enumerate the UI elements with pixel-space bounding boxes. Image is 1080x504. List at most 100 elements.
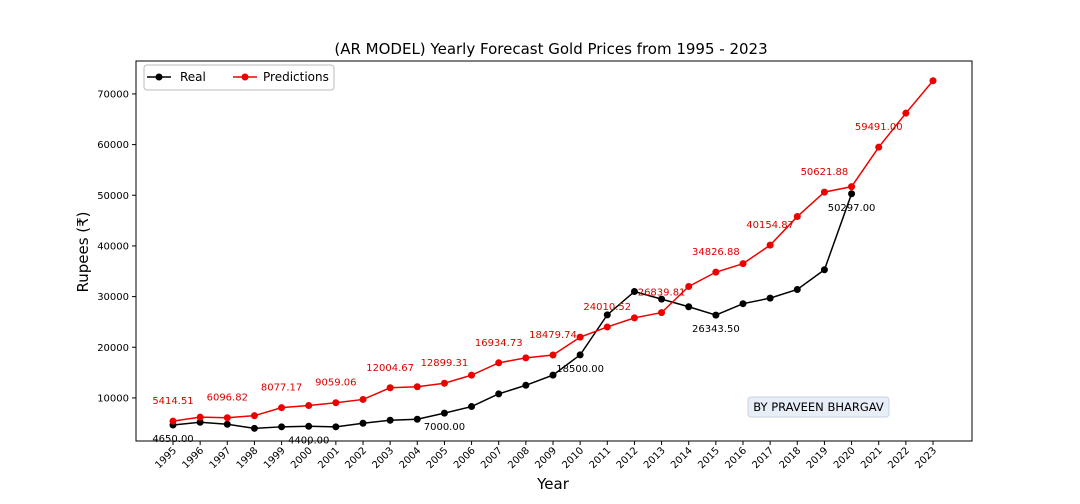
y-axis-ticks: 10000 20000 30000 40000 50000 60000 70000	[97, 89, 136, 404]
real-value-label: 7000.00	[424, 422, 465, 433]
data-point-predictions	[495, 359, 503, 367]
data-point-predictions	[712, 268, 720, 276]
x-tick-label: 2019	[805, 445, 831, 471]
x-axis-ticks: 1995 1996 1997 1998 1999 2000 2001 2002 2003 2004…	[153, 441, 939, 471]
data-point-predictions	[766, 241, 774, 249]
data-point-real	[359, 419, 367, 427]
data-point-real	[712, 311, 720, 319]
series-line-real	[172, 193, 853, 430]
x-tick-label: 2003	[370, 445, 396, 471]
x-tick-label: 2016	[723, 445, 749, 471]
x-tick-label: 2009	[533, 445, 559, 471]
data-point-predictions	[848, 183, 856, 191]
data-point-predictions	[468, 371, 476, 379]
data-point-predictions	[223, 414, 231, 422]
x-tick-label: 1997	[208, 445, 234, 471]
data-point-real	[576, 351, 584, 359]
data-point-real	[766, 294, 774, 302]
data-point-real	[468, 403, 476, 411]
x-tick-label: 2018	[778, 445, 804, 471]
credit-label: BY PRAVEEN BHARGAV	[753, 400, 884, 414]
data-point-real	[223, 420, 231, 428]
legend-predictions-marker	[241, 73, 249, 81]
prediction-value-label: 18479.74	[529, 330, 577, 341]
data-point-predictions	[603, 323, 611, 331]
data-point-real	[413, 415, 421, 423]
data-point-predictions	[386, 384, 394, 392]
prediction-value-label: 6096.82	[207, 393, 248, 404]
x-tick-label: 2017	[750, 445, 776, 471]
data-point-predictions	[250, 412, 258, 420]
x-tick-label: 2002	[343, 445, 369, 471]
x-tick-label: 2021	[859, 445, 885, 471]
prediction-value-label: 5414.51	[152, 396, 193, 407]
x-tick-label: 2004	[398, 445, 424, 471]
data-point-predictions	[332, 399, 340, 407]
y-tick-label: 70000	[97, 89, 129, 100]
x-tick-label: 2000	[289, 445, 315, 471]
series-points	[169, 77, 937, 432]
x-tick-label: 1999	[262, 445, 288, 471]
data-point-real	[658, 295, 666, 303]
data-point-real	[196, 418, 204, 426]
x-tick-label: 2008	[506, 445, 532, 471]
data-point-real	[495, 390, 503, 398]
credit-box: BY PRAVEEN BHARGAV	[747, 396, 890, 418]
real-value-label: 26343.50	[692, 324, 740, 335]
real-value-label: 50297.00	[828, 203, 876, 214]
y-tick-label: 10000	[97, 393, 129, 404]
series-line-predictions	[172, 80, 934, 422]
credit-background	[747, 396, 890, 418]
prediction-value-label: 12899.31	[421, 358, 469, 369]
x-tick-label: 2020	[832, 445, 858, 471]
data-point-predictions	[739, 260, 747, 268]
x-tick-label: 2015	[696, 445, 722, 471]
data-point-predictions	[305, 402, 313, 410]
data-point-real	[820, 266, 828, 274]
data-point-predictions	[522, 354, 530, 362]
prediction-value-label: 9059.06	[315, 378, 356, 389]
data-point-predictions	[440, 379, 448, 387]
data-point-predictions	[359, 395, 367, 403]
y-tick-label: 30000	[97, 292, 129, 303]
data-point-real	[386, 416, 394, 424]
x-tick-label: 1998	[235, 445, 261, 471]
data-annotations: 4650.00 4400.007000.0018500.0026343.50502…	[152, 122, 902, 446]
prediction-value-label: 59491.00	[855, 122, 903, 133]
legend-real-marker	[155, 73, 163, 81]
x-tick-label: 2006	[452, 445, 478, 471]
plot-frame	[135, 60, 973, 442]
data-point-predictions	[658, 309, 666, 317]
legend-real-label: Real	[180, 70, 206, 84]
x-tick-label: 1996	[180, 445, 206, 471]
data-point-predictions	[549, 351, 557, 359]
data-point-real	[685, 303, 693, 311]
legend: Real Predictions	[143, 64, 335, 91]
data-point-real	[305, 422, 313, 430]
data-point-real	[332, 423, 340, 431]
data-point-predictions	[929, 77, 937, 85]
data-point-real	[522, 381, 530, 389]
prediction-value-label: 34826.88	[692, 247, 740, 258]
y-tick-label: 50000	[97, 191, 129, 202]
prediction-value-label: 50621.88	[801, 167, 849, 178]
prediction-value-label: 12004.67	[366, 363, 414, 374]
x-tick-label: 2001	[316, 445, 342, 471]
data-point-real	[848, 190, 856, 198]
x-tick-label: 2007	[479, 445, 505, 471]
data-point-real	[630, 288, 638, 296]
data-point-predictions	[875, 143, 883, 151]
data-point-predictions	[685, 282, 693, 290]
x-axis-label: Year	[536, 475, 570, 493]
x-tick-label: 2011	[588, 445, 614, 471]
prediction-value-label: 16934.73	[475, 338, 523, 349]
data-point-real	[603, 311, 611, 319]
data-point-real	[793, 286, 801, 294]
data-point-predictions	[196, 413, 204, 421]
data-point-predictions	[576, 333, 584, 341]
prediction-value-label: 40154.87	[746, 220, 794, 231]
x-tick-label: 2005	[425, 445, 451, 471]
data-point-predictions	[793, 213, 801, 221]
data-point-real	[440, 409, 448, 417]
